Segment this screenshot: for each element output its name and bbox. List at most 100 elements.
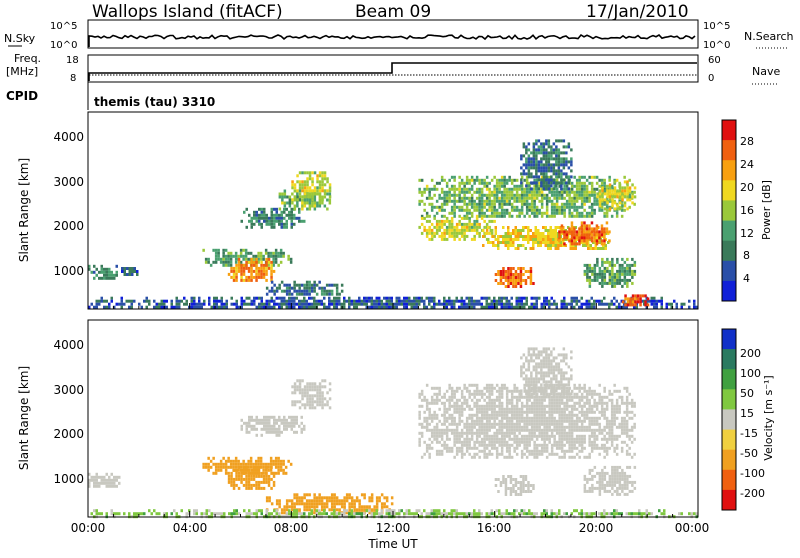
power-cells-cell-14	[545, 151, 548, 154]
power-cells-cell-12	[563, 242, 566, 245]
power-cells-cell-7	[271, 290, 274, 293]
vel-cells-cell-6	[526, 450, 529, 453]
power-cells-cell-8	[178, 306, 181, 309]
power-cells-cell-13	[515, 276, 518, 279]
vel-cells-cell-6	[493, 426, 496, 429]
vel-cells-cell-6	[543, 405, 546, 408]
vel-cells-cell-6	[573, 408, 576, 411]
power-cells-cell-9	[496, 191, 499, 194]
vel-cells-cell-6	[466, 426, 469, 429]
vel-cells-cell-6	[466, 438, 469, 441]
vel-cells-cell-6	[533, 429, 536, 432]
power-cells-cell-16	[616, 282, 619, 285]
power-cells-cell-8	[378, 303, 381, 306]
power-cells-cell-16	[589, 285, 592, 288]
power-cells-cell-9	[578, 194, 581, 197]
power-cells-cell-4	[286, 208, 289, 211]
vel-cells-cell-0	[91, 479, 94, 482]
power-cells-cell-14	[553, 142, 556, 145]
power-cells-cell-15	[604, 189, 607, 192]
vel-cells-cell-6	[536, 453, 539, 456]
power-cells-cell-9	[431, 197, 434, 200]
power-cells-cell-4	[268, 220, 271, 223]
vel-cells-cell-6	[506, 402, 509, 405]
vel-cells-cell-6	[573, 402, 576, 405]
power-cells-cell-10	[421, 232, 424, 235]
vel-cells-cell-3	[378, 499, 381, 502]
power-cells-cell-9	[496, 200, 499, 203]
vel-cells-cell-2	[255, 475, 257, 478]
power-cells-cell-15	[629, 198, 632, 201]
power-cells-cell-9	[431, 203, 434, 206]
vel-cells-cell-6	[463, 408, 466, 411]
power-cells-cell-13	[530, 276, 533, 279]
power-cells-cell-11	[540, 238, 543, 241]
power-cells-cell-8	[158, 303, 161, 306]
vel-cells-cell-3	[336, 508, 339, 511]
power-cells-cell-0	[103, 268, 106, 271]
vel-cells-cell-6	[553, 408, 556, 411]
power-cells-cell-9	[513, 188, 516, 191]
vel-cells-cell-5	[306, 385, 309, 388]
power-cells-cell-13	[525, 270, 528, 273]
power-cells-cell-9	[576, 200, 579, 203]
vel-cells-cell-6	[428, 453, 431, 456]
power-cells-cell-3	[258, 267, 261, 270]
vel-cells-cell-0	[113, 476, 116, 479]
power-cells-cell-8	[131, 300, 134, 303]
vel-cells-cell-6	[486, 429, 489, 432]
vel-cells-cell-6	[583, 414, 586, 417]
vel-cells-cell-6	[508, 447, 511, 450]
vel-cells-cell-1	[267, 463, 270, 466]
power-cells-cell-3	[250, 276, 253, 279]
power-cells-cell-10	[466, 223, 469, 226]
power-cells-cell-6	[324, 192, 327, 195]
power-cells-cell-9	[616, 212, 619, 215]
power-cells-cell-8	[521, 300, 524, 303]
power-cells-cell-11	[550, 235, 553, 238]
power-cells-cell-15	[624, 201, 627, 204]
vel-cells-cell-6	[443, 405, 446, 408]
power-cells-cell-15	[631, 195, 634, 198]
vel-cells-cell-0	[96, 482, 99, 485]
power-cells-cell-7	[313, 287, 316, 290]
vel-cells-cell-6	[578, 387, 581, 390]
power-cells-cell-9	[563, 203, 566, 206]
vel-cells-cell-6	[541, 423, 544, 426]
vel-cells-cell-6	[433, 399, 436, 402]
power-cells-cell-2	[225, 264, 228, 267]
power-cells-cell-8	[561, 306, 564, 309]
vel-cells-cell-2	[260, 475, 263, 478]
power-cells-cell-9	[513, 209, 516, 212]
vel-cells-cell-3	[306, 499, 309, 502]
vel-cells-cell-6	[473, 414, 476, 417]
vel-cells-cell-2	[240, 472, 243, 475]
freq-label-1: Freq.	[14, 52, 41, 65]
power-cells-cell-8	[261, 306, 264, 309]
power-cells-cell-9	[538, 200, 541, 203]
vel-cells-cell-5	[314, 388, 317, 391]
power-cells-cell-8	[333, 297, 336, 300]
power-cells-cell-9	[593, 176, 596, 179]
power-cells-cell-8	[471, 300, 474, 303]
power-cells-cell-11	[537, 244, 540, 247]
vel-cells-cell-6	[501, 432, 504, 435]
vel-cells-cell-5	[311, 394, 314, 397]
power-cells-cell-14	[538, 178, 541, 181]
vel-cells-cell-1	[217, 469, 220, 472]
power-cells-cell-11	[525, 235, 528, 238]
vel-cells-cell-4	[278, 425, 281, 428]
vel-cells-cell-6	[496, 450, 499, 453]
power-cells-cell-8	[458, 300, 461, 303]
power-cells-cell-9	[486, 194, 489, 197]
vel-cells-cell-6	[436, 432, 439, 435]
vel-cells-cell-6	[588, 429, 591, 432]
power-cells-cell-8	[263, 306, 266, 309]
power-cells-cell-8	[351, 300, 354, 303]
power-cells-cell-8	[298, 306, 301, 309]
vel-cells-cell-4	[293, 416, 296, 419]
power-cells-cell-10	[471, 226, 474, 229]
power-cells-cell-8	[548, 306, 551, 309]
power-cells-cell-8	[416, 303, 419, 306]
power-cells-cell-9	[483, 200, 486, 203]
